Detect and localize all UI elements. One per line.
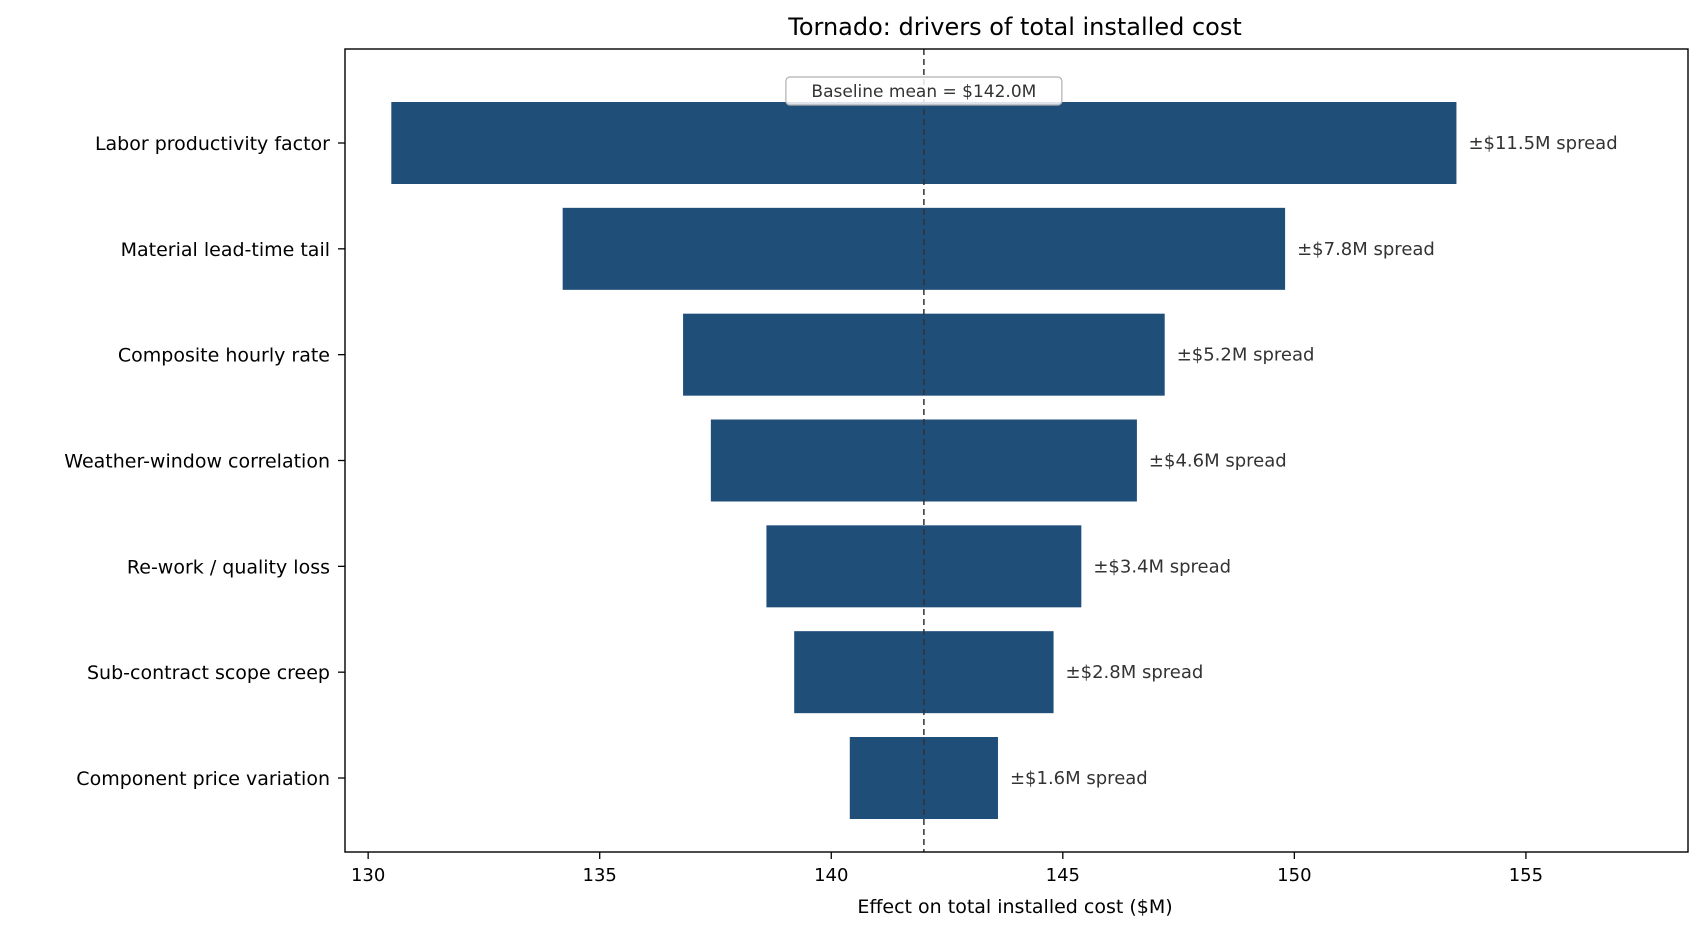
- category-label: Re-work / quality loss: [127, 556, 330, 578]
- category-label: Sub-contract scope creep: [87, 662, 330, 684]
- spread-label: ±$1.6M spread: [1010, 768, 1148, 789]
- category-label: Weather-window correlation: [64, 451, 330, 473]
- spread-label: ±$4.6M spread: [1149, 451, 1287, 472]
- spread-label: ±$11.5M spread: [1468, 133, 1617, 154]
- x-tick-label: 155: [1509, 865, 1543, 886]
- x-tick-label: 150: [1277, 865, 1311, 886]
- baseline-annotation: Baseline mean = $142.0M: [811, 82, 1036, 102]
- plot-area: [391, 49, 1457, 852]
- spread-label: ±$2.8M spread: [1066, 662, 1204, 683]
- category-label: Material lead-time tail: [121, 239, 330, 261]
- category-label: Labor productivity factor: [95, 133, 330, 155]
- chart-title: Tornado: drivers of total installed cost: [787, 13, 1242, 41]
- spread-label: ±$7.8M spread: [1297, 239, 1435, 260]
- plot-frame: [344, 48, 1689, 853]
- spread-label: ±$3.4M spread: [1093, 556, 1231, 577]
- spread-label: ±$5.2M spread: [1177, 345, 1315, 366]
- x-tick-label: 135: [583, 865, 617, 886]
- x-tick-label: 145: [1046, 865, 1080, 886]
- bar-5: [766, 525, 1082, 608]
- baseline-annotation-box: [785, 76, 1063, 106]
- x-tick-label: 130: [351, 865, 385, 886]
- category-label: Component price variation: [76, 768, 330, 790]
- category-label: Composite hourly rate: [118, 345, 330, 367]
- x-axis-label: Effect on total installed cost ($M): [857, 896, 1172, 918]
- x-tick-label: 140: [814, 865, 848, 886]
